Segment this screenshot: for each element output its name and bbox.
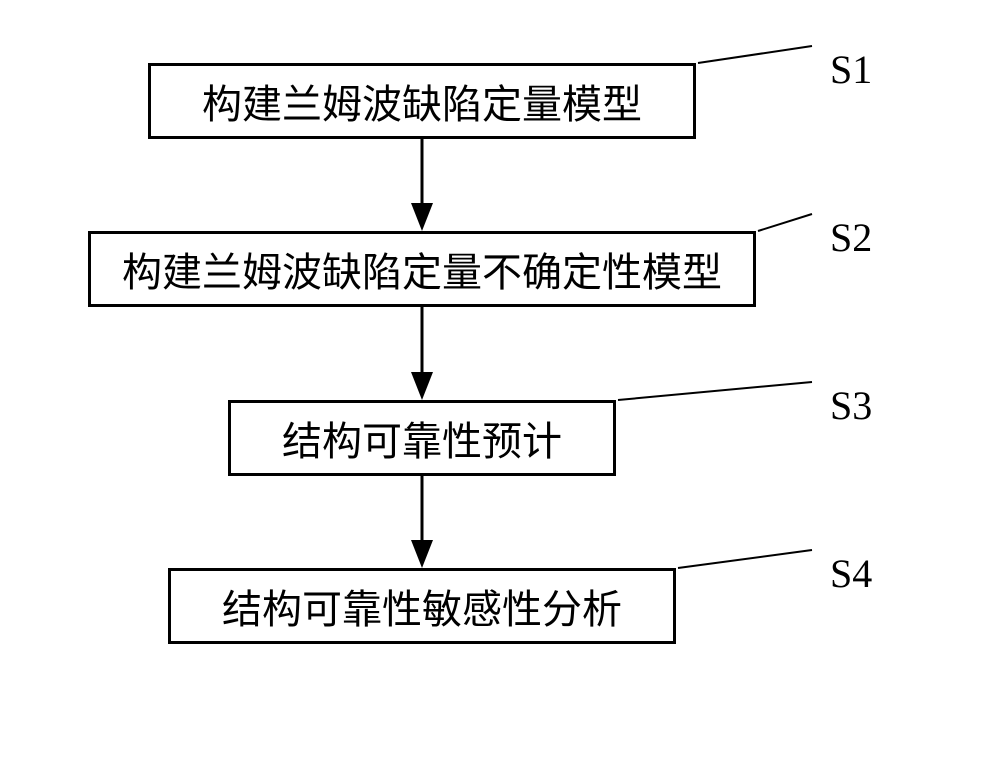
flow-step-s4: 结构可靠性敏感性分析 <box>168 568 676 644</box>
flow-step-text: 构建兰姆波缺陷定量不确定性模型 <box>122 240 722 298</box>
flow-step-s3: 结构可靠性预计 <box>228 400 616 476</box>
leader-line-s1 <box>697 45 813 64</box>
step-label-s4: S4 <box>830 550 872 597</box>
flow-arrow-1 <box>407 139 437 231</box>
step-label-s3: S3 <box>830 382 872 429</box>
flow-step-text: 构建兰姆波缺陷定量模型 <box>202 72 642 130</box>
leader-line-s3 <box>617 381 813 401</box>
flowchart-canvas: 构建兰姆波缺陷定量模型 S1 构建兰姆波缺陷定量不确定性模型 S2 结构可靠性预计 S3 结… <box>0 0 1000 757</box>
flow-arrow-3 <box>407 476 437 568</box>
step-label-s2: S2 <box>830 214 872 261</box>
step-label-s1: S1 <box>830 46 872 93</box>
leader-line-s4 <box>677 549 813 569</box>
flow-step-text: 结构可靠性预计 <box>282 409 562 467</box>
leader-line-s2 <box>757 213 813 232</box>
flow-step-text: 结构可靠性敏感性分析 <box>222 577 622 635</box>
flow-step-s2: 构建兰姆波缺陷定量不确定性模型 <box>88 231 756 307</box>
flow-arrow-2 <box>407 307 437 400</box>
flow-step-s1: 构建兰姆波缺陷定量模型 <box>148 63 696 139</box>
